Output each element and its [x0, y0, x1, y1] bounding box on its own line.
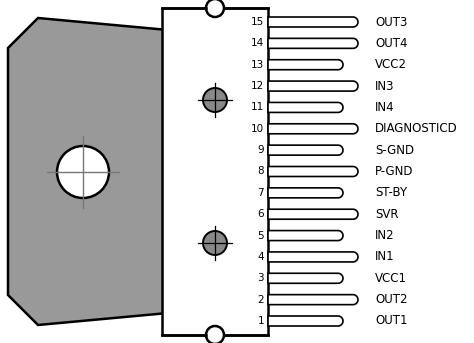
Text: 14: 14	[251, 38, 264, 48]
PathPatch shape	[268, 145, 343, 155]
Circle shape	[206, 0, 224, 17]
Text: 15: 15	[251, 17, 264, 27]
Circle shape	[57, 146, 109, 198]
PathPatch shape	[268, 209, 358, 219]
Text: VCC1: VCC1	[375, 272, 407, 285]
PathPatch shape	[268, 38, 358, 48]
Text: IN4: IN4	[375, 101, 395, 114]
Polygon shape	[8, 18, 168, 325]
Text: 3: 3	[257, 273, 264, 283]
Text: OUT4: OUT4	[375, 37, 408, 50]
Circle shape	[203, 88, 227, 112]
Circle shape	[206, 326, 224, 343]
PathPatch shape	[268, 81, 358, 91]
Text: OUT2: OUT2	[375, 293, 408, 306]
PathPatch shape	[268, 230, 343, 240]
Text: DIAGNOSTICD: DIAGNOSTICD	[375, 122, 458, 135]
Text: 5: 5	[257, 230, 264, 240]
Text: 1: 1	[257, 316, 264, 326]
Text: OUT1: OUT1	[375, 315, 408, 328]
PathPatch shape	[268, 103, 343, 113]
Bar	[162, 8, 268, 335]
Text: 6: 6	[257, 209, 264, 219]
Text: VCC2: VCC2	[375, 58, 407, 71]
Text: OUT3: OUT3	[375, 15, 407, 28]
PathPatch shape	[268, 166, 358, 177]
Text: 10: 10	[251, 124, 264, 134]
Text: 9: 9	[257, 145, 264, 155]
PathPatch shape	[268, 188, 343, 198]
Text: 8: 8	[257, 166, 264, 177]
Text: IN1: IN1	[375, 250, 395, 263]
Text: 4: 4	[257, 252, 264, 262]
PathPatch shape	[268, 295, 358, 305]
Text: 12: 12	[251, 81, 264, 91]
Text: 7: 7	[257, 188, 264, 198]
PathPatch shape	[268, 273, 343, 283]
Text: S-GND: S-GND	[375, 144, 414, 157]
Text: IN3: IN3	[375, 80, 394, 93]
Text: 11: 11	[251, 103, 264, 113]
PathPatch shape	[268, 252, 358, 262]
Text: P-GND: P-GND	[375, 165, 413, 178]
Text: SVR: SVR	[375, 208, 399, 221]
Text: ST-BY: ST-BY	[375, 186, 407, 199]
PathPatch shape	[268, 17, 358, 27]
Text: 2: 2	[257, 295, 264, 305]
Text: 13: 13	[251, 60, 264, 70]
Circle shape	[203, 231, 227, 255]
Text: IN2: IN2	[375, 229, 395, 242]
PathPatch shape	[268, 60, 343, 70]
PathPatch shape	[268, 316, 343, 326]
PathPatch shape	[268, 124, 358, 134]
